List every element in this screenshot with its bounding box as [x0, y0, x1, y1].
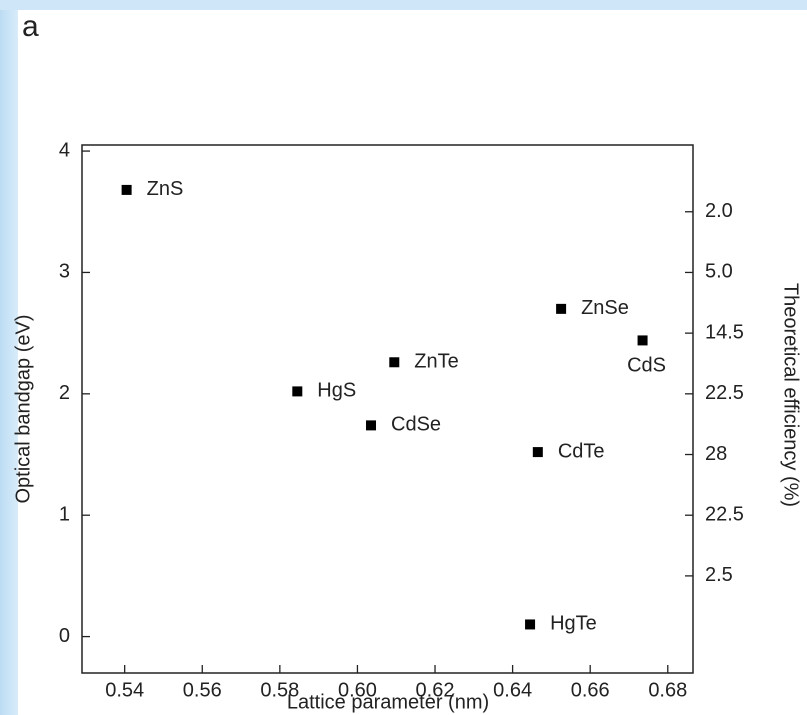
point-label: HgS: [317, 380, 356, 402]
point: [556, 303, 567, 314]
x-tick-label: 0.60: [338, 679, 377, 701]
y-tick-label: 1: [59, 503, 70, 525]
y2-tick-label: 14.5: [705, 321, 744, 343]
point: [389, 357, 400, 368]
y2-axis-label: Theoretical efficiency (%): [780, 283, 802, 507]
point-label: ZnS: [147, 178, 184, 200]
plot-frame: [81, 144, 694, 674]
x-axis-label: Lattice parameter (nm): [287, 691, 489, 713]
y2-tick-label: 2.5: [705, 564, 733, 586]
x-tick-label: 0.56: [183, 679, 222, 701]
point-label: ZnTe: [414, 351, 458, 373]
y2-tick-label: 22.5: [705, 382, 744, 404]
y-axis-label: Optical bandgap (eV): [12, 314, 34, 503]
point-label: CdTe: [558, 440, 605, 462]
point: [532, 447, 543, 458]
point-label: CdSe: [391, 414, 441, 436]
x-tick-label: 0.68: [648, 679, 687, 701]
point: [292, 386, 303, 397]
point: [637, 335, 648, 346]
y2-tick-label: 5.0: [705, 261, 733, 283]
y-tick-label: 0: [59, 625, 70, 647]
y2-tick-label: 2.0: [705, 200, 733, 222]
point-label: CdS: [627, 355, 666, 377]
point-label: ZnSe: [581, 297, 629, 319]
point: [525, 619, 536, 630]
y-tick-label: 3: [59, 261, 70, 283]
point: [121, 184, 132, 195]
y-tick-label: 4: [59, 139, 70, 161]
y-tick-label: 2: [59, 382, 70, 404]
border: [0, 0, 807, 10]
y2-tick-label: 22.5: [705, 503, 744, 525]
x-tick-label: 0.54: [105, 679, 144, 701]
panel-label: a: [22, 10, 39, 43]
point: [366, 420, 377, 431]
point-label: HgTe: [550, 613, 597, 635]
x-tick-label: 0.64: [493, 679, 532, 701]
x-tick-label: 0.62: [416, 679, 455, 701]
x-tick-label: 0.58: [260, 679, 299, 701]
y2-tick-label: 28: [705, 443, 727, 465]
x-tick-label: 0.66: [571, 679, 610, 701]
